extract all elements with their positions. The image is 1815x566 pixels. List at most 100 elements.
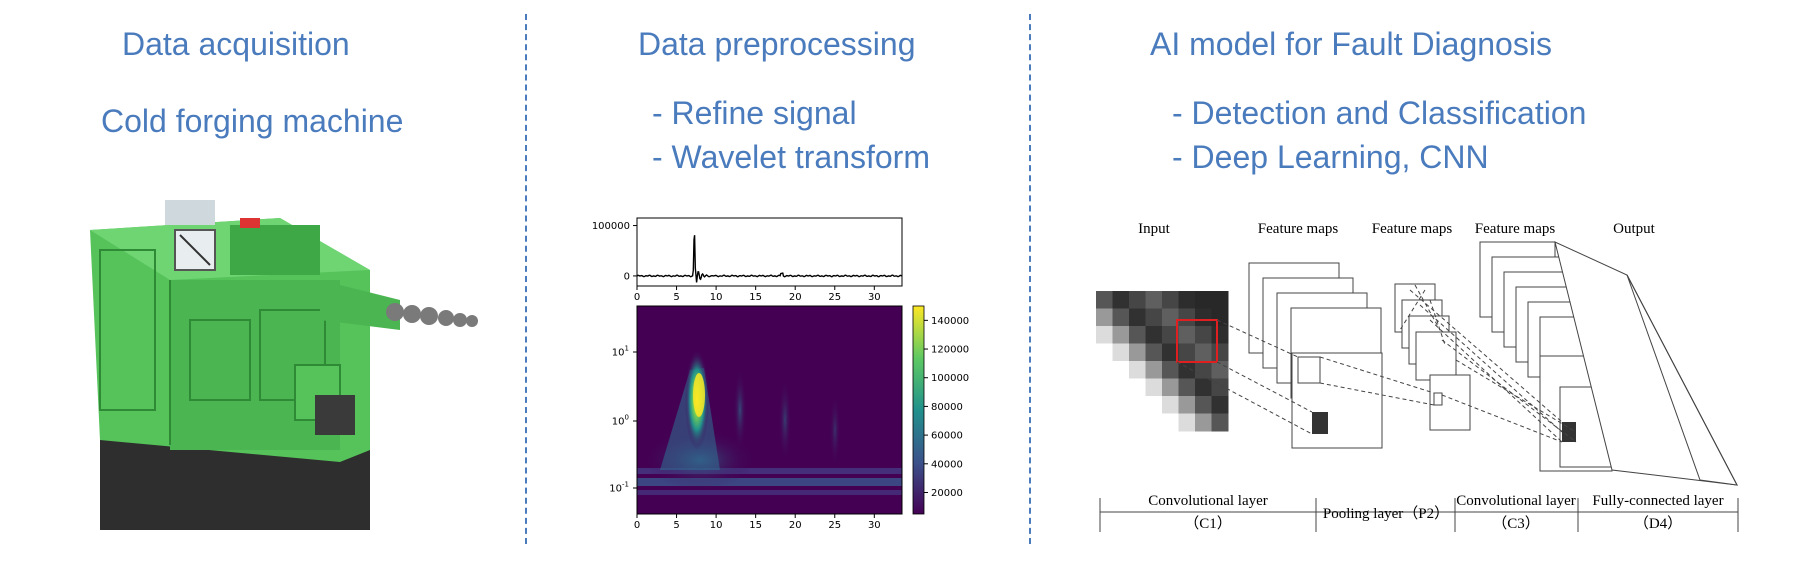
input-pixel <box>1112 378 1130 397</box>
input-pixel <box>1129 326 1146 344</box>
input-pixel <box>1112 308 1130 327</box>
input-image <box>1096 291 1229 432</box>
input-pixel <box>1162 413 1179 432</box>
layer-c3-code: （C3） <box>1492 515 1540 532</box>
input-pixel <box>1096 291 1113 309</box>
input-pixel <box>1129 396 1146 414</box>
input-pixel <box>1162 326 1179 344</box>
input-pixel <box>1096 378 1113 397</box>
input-pixel <box>1129 378 1146 397</box>
input-pixel <box>1162 378 1179 397</box>
kernel-window <box>1176 319 1218 363</box>
colorbar-tick-label: 100000 <box>931 373 969 384</box>
line-x-tick-label: 0 <box>634 292 640 303</box>
input-pixel <box>1178 396 1196 414</box>
label-feature-maps-3: Feature maps <box>1475 221 1556 237</box>
input-pixel <box>1211 413 1229 432</box>
input-pixel <box>1145 326 1163 344</box>
colorbar-tick-label: 20000 <box>931 488 963 499</box>
input-pixel <box>1195 378 1212 397</box>
divider-left <box>525 14 527 544</box>
acquisition-title: Data acquisition <box>122 26 350 62</box>
heatmap-x-tick-label: 10 <box>710 520 723 531</box>
acquisition-subtitle: Cold forging machine <box>101 103 404 139</box>
ai-model-title: AI model for Fault Diagnosis <box>1150 26 1552 62</box>
line-x-tick-label: 30 <box>868 292 881 303</box>
input-pixel <box>1096 326 1113 344</box>
input-pixel <box>1195 291 1212 309</box>
signal-line <box>636 235 903 283</box>
input-pixel <box>1211 308 1229 327</box>
layer-c3-name: Convolutional layer <box>1456 493 1576 509</box>
line-y-tick-label: 0 <box>624 271 630 282</box>
ai-model-bullet-1: - Detection and Classification <box>1172 95 1587 131</box>
input-pixel <box>1129 343 1146 362</box>
input-pixel <box>1112 326 1130 344</box>
colorbar <box>912 305 925 515</box>
line-x-tick-label: 20 <box>789 292 802 303</box>
label-input: Input <box>1138 221 1170 237</box>
scalogram-heatmap <box>636 305 903 515</box>
layer-c1-name: Convolutional layer <box>1148 493 1268 509</box>
line-x-tick-label: 15 <box>749 292 762 303</box>
input-pixel <box>1162 361 1179 379</box>
input-pixel <box>1211 291 1229 309</box>
preprocessing-title: Data preprocessing <box>638 26 916 62</box>
input-pixel <box>1162 343 1179 362</box>
input-pixel <box>1178 413 1196 432</box>
input-pixel <box>1145 343 1163 362</box>
input-pixel <box>1178 361 1196 379</box>
label-output: Output <box>1613 221 1656 237</box>
heatmap-x-tick-label: 25 <box>828 520 841 531</box>
input-pixel <box>1129 413 1146 432</box>
heatmap-x-tick-label: 20 <box>789 520 802 531</box>
line-x-tick-label: 25 <box>828 292 841 303</box>
label-feature-maps-2: Feature maps <box>1372 221 1453 237</box>
input-pixel <box>1178 378 1196 397</box>
c1-output-pixel <box>1312 412 1328 434</box>
input-pixel <box>1112 396 1130 414</box>
c1-feature-maps <box>1248 262 1383 449</box>
input-pixel <box>1178 308 1196 327</box>
colorbar-tick-label: 120000 <box>931 345 969 356</box>
heatmap-y-tick-label: 101 <box>612 345 629 359</box>
input-pixel <box>1195 308 1212 327</box>
input-pixel <box>1145 396 1163 414</box>
layer-c1-code: （C1） <box>1184 515 1232 532</box>
input-pixel <box>1195 361 1212 379</box>
input-pixel <box>1096 308 1113 327</box>
input-pixel <box>1178 326 1196 344</box>
input-pixel <box>1145 361 1163 379</box>
heatmap-y-tick-label: 10-1 <box>609 481 629 495</box>
control-panel <box>165 200 215 225</box>
cold-forging-machine-image <box>90 200 478 530</box>
preprocessing-bullet-2: - Wavelet transform <box>652 139 930 175</box>
heatmap-x-tick-label: 15 <box>749 520 762 531</box>
line-x-tick-label: 10 <box>710 292 723 303</box>
signal-plot-frame <box>636 217 903 287</box>
rollers <box>386 303 478 327</box>
heatmap-x-tick-label: 0 <box>634 520 640 531</box>
input-pixel <box>1178 291 1196 309</box>
colorbar-tick-label: 140000 <box>931 316 969 327</box>
layer-d4-name: Fully-connected layer <box>1592 493 1723 509</box>
input-pixel <box>1162 291 1179 309</box>
input-pixel <box>1145 291 1163 309</box>
input-pixel <box>1195 326 1212 344</box>
input-pixel <box>1211 326 1229 344</box>
preprocessing-bullet-1: - Refine signal <box>652 95 857 131</box>
input-pixel <box>1178 343 1196 362</box>
input-pixel <box>1096 413 1113 432</box>
line-y-tick-label: 100000 <box>592 221 630 232</box>
divider-right <box>1029 14 1031 544</box>
heatmap-x-tick-label: 30 <box>868 520 881 531</box>
input-pixel <box>1096 396 1113 414</box>
input-pixel <box>1145 413 1163 432</box>
line-x-tick-label: 5 <box>673 292 679 303</box>
input-pixel <box>1112 361 1130 379</box>
input-pixel <box>1145 308 1163 327</box>
colorbar-tick-label: 40000 <box>931 459 963 470</box>
input-pixel <box>1211 343 1229 362</box>
layer-p2-name: Pooling layer（P2） <box>1323 505 1449 522</box>
